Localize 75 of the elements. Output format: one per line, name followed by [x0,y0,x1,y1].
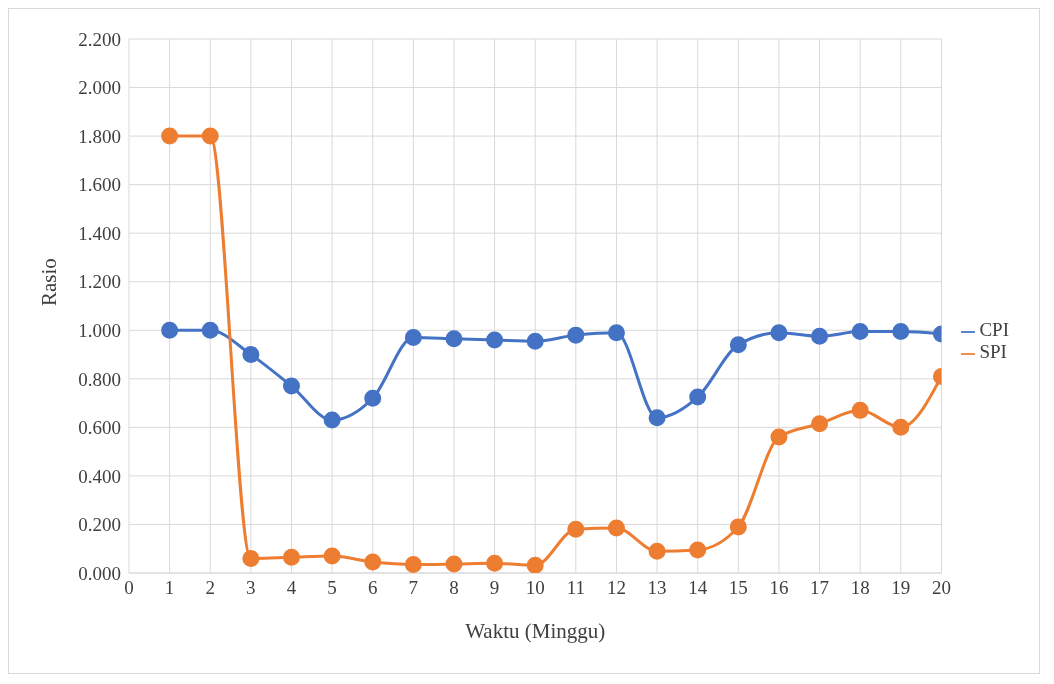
y-tick-label: 1.400 [78,222,121,244]
x-tick-label: 17 [810,577,830,599]
point [567,326,585,344]
x-tick-label: 0 [124,577,134,599]
point [323,411,341,429]
y-tick-label: 0.800 [78,368,121,390]
point [811,327,829,345]
point [811,415,829,433]
point [323,547,341,565]
point [201,321,219,339]
x-tick-label: 15 [728,577,748,599]
x-tick-label: 12 [606,577,626,599]
x-tick-label: 5 [327,577,337,599]
point [892,418,910,436]
x-tick-label: 8 [449,577,459,599]
point [161,127,179,145]
y-tick-label: 0.200 [78,514,121,536]
point [404,329,422,347]
point [648,542,666,560]
legend-label: SPI [979,341,1007,362]
y-tick-label: 1.800 [78,125,121,147]
point [851,322,869,340]
x-tick-label: 16 [769,577,789,599]
y-tick-label: 0.000 [78,562,121,584]
x-tick-label: 14 [688,577,708,599]
point [161,321,179,339]
x-tick-label: 6 [367,577,378,599]
point [364,389,382,407]
y-tick-label: 2.000 [78,77,121,99]
point [729,518,747,536]
point [242,346,260,364]
point [282,377,300,395]
x-tick-label: 3 [246,577,256,599]
x-tick-label: 1 [164,577,175,599]
y-tick-label: 1.000 [78,320,121,342]
point [770,428,788,446]
y-tick-label: 1.600 [78,174,121,196]
point [282,548,300,566]
point [526,556,544,573]
y-axis-title: Rasio [37,258,62,306]
x-tick-label: 7 [408,577,419,599]
point [445,555,463,573]
point [445,330,463,348]
y-tick-label: 0.600 [78,417,121,439]
x-tick-label: 4 [286,577,297,599]
point [486,331,504,349]
point [364,553,382,571]
legend-label: CPI [979,319,1009,340]
point [607,324,625,342]
point [892,322,910,340]
point [689,541,707,559]
x-tick-label: 10 [525,577,545,599]
y-tick-label: 0.400 [78,465,121,487]
point [729,336,747,354]
x-tick-label: 19 [891,577,911,599]
point [770,324,788,342]
point [567,520,585,538]
x-tick-label: 2 [205,577,215,599]
point [526,332,544,350]
y-tick-label: 1.200 [78,271,121,293]
y-tick-label: 2.200 [78,28,121,50]
point [648,409,666,427]
x-tick-label: 9 [489,577,500,599]
point [689,388,707,406]
x-tick-label: 13 [647,577,667,599]
point [242,549,260,567]
point [851,401,869,419]
point [486,554,504,572]
x-tick-label: 18 [850,577,870,599]
point [607,519,625,537]
point [404,556,422,573]
x-tick-label: 20 [931,577,951,599]
x-tick-label: 11 [566,577,585,599]
x-axis-title: Waktu (Minggu) [465,619,606,643]
point [201,127,219,145]
